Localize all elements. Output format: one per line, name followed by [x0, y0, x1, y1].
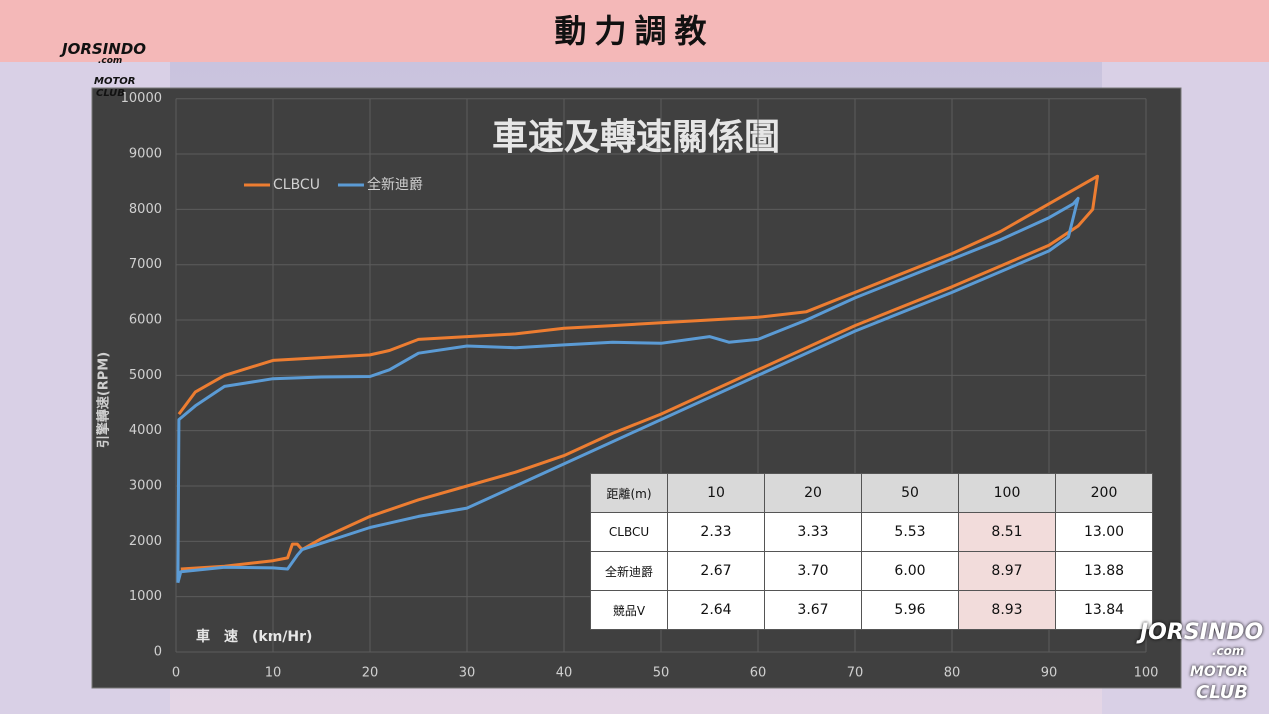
table-row: 全新迪爵 2.67 3.70 6.00 8.97 13.88	[590, 551, 1153, 591]
table-cell: 全新迪爵	[590, 551, 668, 591]
table-cell: 13.88	[1055, 551, 1153, 591]
logo-domain: .com	[1212, 644, 1245, 658]
x-tick-label: 80	[944, 666, 961, 681]
x-tick-label: 0	[172, 666, 180, 681]
table-cell: CLBCU	[590, 512, 668, 552]
table-cell: 2.64	[667, 590, 765, 630]
table-cell: 3.33	[764, 512, 862, 552]
table-cell: 20	[764, 473, 862, 513]
table-cell: 3.70	[764, 551, 862, 591]
y-tick-label: 7000	[129, 257, 162, 272]
line	[176, 196, 1080, 584]
table-row: 距離(m) 10 20 50 100 200	[590, 473, 1153, 513]
table-cell: 13.00	[1055, 512, 1153, 552]
x-axis-label: 車 速 (km/Hr)	[196, 628, 312, 645]
banner-title: 動力調教	[0, 0, 1269, 62]
logo-club1: MOTOR	[1190, 664, 1249, 680]
data-table: 距離(m) 10 20 50 100 200 CLBCU 2.33 3.33 5.53 8.51 13…	[590, 473, 1153, 630]
table-cell: 競品V	[590, 590, 668, 630]
x-tick-label: 20	[362, 666, 379, 681]
legend-label: 全新迪爵	[367, 176, 423, 193]
table-cell: 13.84	[1055, 590, 1153, 630]
y-tick-label: 0	[154, 645, 162, 660]
legend-label: CLBCU	[273, 177, 320, 193]
x-tick-label: 40	[556, 666, 573, 681]
table-cell: 8.97	[958, 551, 1056, 591]
y-tick-label: 3000	[129, 479, 162, 494]
table-cell: 2.67	[667, 551, 765, 591]
table-row: CLBCU 2.33 3.33 5.53 8.51 13.00	[590, 512, 1153, 552]
table-cell: 5.96	[861, 590, 959, 630]
table-cell: 8.51	[958, 512, 1056, 552]
x-tick-label: 30	[459, 666, 476, 681]
table-cell: 50	[861, 473, 959, 513]
logo-club2: CLUB	[1196, 682, 1249, 703]
y-tick-label: 9000	[129, 147, 162, 162]
y-tick-label: 2000	[129, 534, 162, 549]
x-tick-label: 60	[750, 666, 767, 681]
table-cell: 5.53	[861, 512, 959, 552]
logo-club2: CLUB	[96, 88, 125, 99]
x-tick-label: 50	[653, 666, 670, 681]
table-cell: 200	[1055, 473, 1153, 513]
table-cell: 10	[667, 473, 765, 513]
y-axis-label: 引擎轉速(RPM)	[96, 352, 112, 448]
table-cell: 6.00	[861, 551, 959, 591]
y-tick-label: 6000	[129, 313, 162, 328]
x-tick-label: 10	[265, 666, 282, 681]
y-tick-label: 8000	[129, 202, 162, 217]
table-cell: 3.67	[764, 590, 862, 630]
y-tick-label: 4000	[129, 423, 162, 438]
table-row: 競品V 2.64 3.67 5.96 8.93 13.84	[590, 590, 1153, 630]
chart-title: 車速及轉速關係圖	[492, 117, 780, 158]
table-cell: 2.33	[667, 512, 765, 552]
x-tick-label: 90	[1041, 666, 1058, 681]
logo-brand: JORSINDO	[1140, 620, 1264, 645]
line	[177, 174, 1099, 571]
logo-domain: .com	[98, 56, 123, 66]
logo-brand: JORSINDO	[62, 40, 147, 58]
y-tick-label: 10000	[121, 91, 162, 106]
table-cell: 8.93	[958, 590, 1056, 630]
x-tick-label: 100	[1134, 666, 1159, 681]
y-tick-label: 1000	[129, 589, 162, 604]
table-cell: 距離(m)	[590, 473, 668, 513]
y-tick-label: 5000	[129, 368, 162, 383]
logo-club1: MOTOR	[94, 76, 136, 87]
table-cell: 100	[958, 473, 1056, 513]
x-tick-label: 70	[847, 666, 864, 681]
